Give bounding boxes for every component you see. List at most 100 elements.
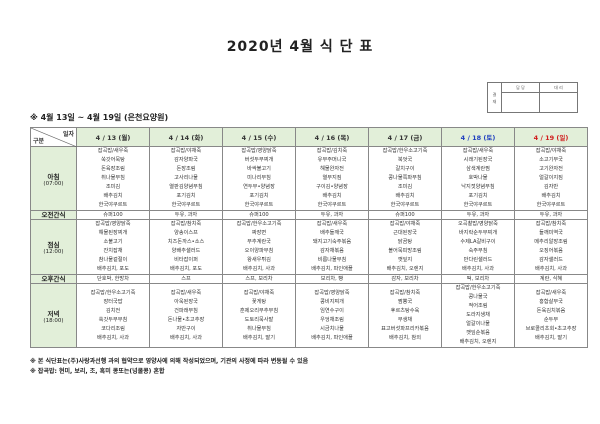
- menu-item: 잡곡밥/영양닭죽: [95, 221, 131, 227]
- menu-item: 배추김치, 포도: [170, 266, 202, 272]
- menu-item: 배추김치, 딸기: [535, 334, 567, 341]
- menu-item: 미나리무침: [247, 175, 271, 181]
- menu-cell: 잡곡밥/새우죽 아욱된장국 건파래무침 돈나물•초고추장 자반구이 배추김치, 사과: [149, 283, 223, 348]
- menu-item: 조미김: [105, 184, 121, 190]
- menu-cell: 잡곡밥/영양닭죽 해물된장찌개 소불고기 잔치잡채 참나물겉절이 배추김치, 포도: [76, 219, 150, 275]
- menu-item: 오곡찰밥/영양닭죽: [458, 221, 498, 227]
- approval-box: 결 재 담 당 대 리: [487, 82, 578, 113]
- approval-col-deputy: 대 리: [539, 82, 578, 93]
- menu-item: 열무지짐: [322, 175, 342, 181]
- meal-time: (18:00): [43, 317, 64, 324]
- menu-item: 배추들깨국: [320, 230, 344, 236]
- menu-item: 한국야쿠르트: [536, 202, 566, 208]
- menu-item: 돈육김치볶음: [536, 307, 566, 314]
- menu-cell: 슈퍼100: [222, 210, 296, 220]
- menu-item: 도토리묵사발: [244, 316, 274, 323]
- menu-cell: 계란, 식혜: [514, 274, 588, 284]
- menu-item: 버섯두부찌개: [244, 157, 274, 163]
- menu-item: 잡곡밥/새우죽: [170, 289, 202, 296]
- meal-time: (07:00): [43, 180, 64, 187]
- menu-item: 잡곡밥/야채죽: [535, 148, 567, 154]
- menu-item: 배추김치, 사과: [462, 266, 494, 272]
- menu-item: 삼색계란찜: [466, 166, 490, 172]
- menu-cell: 잡곡밥/야채죽 감자양파국 돈장조림 고사리나물 열판김양념무침 포기김치 한국야쿠르트: [149, 146, 223, 211]
- menu-item: 고기완자전: [539, 166, 563, 172]
- note-2: ※ 잡곡밥: 현미, 보리, 조, 흑미 콩또는(넝쿨콩) 혼합: [30, 368, 165, 375]
- menu-item: 건파래무침: [174, 307, 198, 314]
- menu-item: 배추김치, 파인애플: [311, 334, 353, 341]
- menu-cell: 슈퍼100: [368, 210, 442, 220]
- menu-item: 시래기된장국: [463, 157, 493, 163]
- menu-item: 비타잡이퍼: [174, 257, 198, 263]
- menu-cell: 잡곡밥/참치죽 양송이스프 치즈돈까스•소스 양배추샐러드 비타잡이퍼 배추김치, 포도: [149, 219, 223, 275]
- menu-cell: 감자, 보리차: [368, 274, 442, 284]
- menu-item: 콩비지찌개: [320, 298, 344, 305]
- menu-item: 열판김양념무침: [169, 184, 203, 190]
- menu-item: 잡곡밥/영양닭죽: [314, 289, 350, 296]
- menu-item: 감자샐러드: [539, 257, 563, 263]
- meal-name: 아침: [47, 172, 60, 181]
- menu-item: 깻잎순볶음: [466, 330, 490, 336]
- menu-item: 연두부•양념장: [243, 184, 275, 190]
- meal-label: 오전간식: [30, 210, 77, 220]
- meal-name: 점심: [47, 241, 60, 249]
- menu-cell: 잡곡밥/영양닭죽 버섯두부찌개 바싹불고기 미나리무침 연두부•양념장 포기김치 한국야쿠르…: [222, 146, 296, 211]
- menu-item: 시금치나물: [320, 325, 344, 332]
- menu-item: 잡곡밥/한우소고기죽: [90, 289, 136, 296]
- approval-sign-deputy[interactable]: [539, 92, 578, 113]
- menu-item: 짬뽕국: [397, 298, 413, 305]
- approval-label: 결 재: [487, 82, 502, 113]
- menu-cell: 두유, 과자: [149, 210, 223, 220]
- menu-item: 도라지생채: [466, 312, 490, 318]
- menu-item: 무생채: [397, 316, 413, 323]
- menu-item: 북엇국: [397, 157, 413, 163]
- menu-item: 조미김: [397, 184, 413, 190]
- menu-item: 잡곡밥/새우죽: [462, 148, 494, 154]
- menu-item: 닭곰탕: [397, 239, 413, 245]
- menu-cell: 슈퍼100: [76, 210, 150, 220]
- menu-item: 갈치구이: [395, 166, 415, 172]
- menu-item: 낙지젓양념무침: [461, 184, 495, 190]
- menu-cell: 두유, 과자: [514, 210, 588, 220]
- approval-sign-manager[interactable]: [501, 92, 540, 113]
- diagonal-line: [31, 128, 77, 147]
- menu-item: 얼갈이지짐: [539, 175, 563, 181]
- day-header: 4 / 18 (토): [441, 127, 515, 147]
- menu-item: 배추김치, 사과: [97, 334, 129, 341]
- menu-item: 잡곡밥/야채죽: [243, 289, 275, 296]
- menu-item: 배추김치: [322, 193, 342, 199]
- meal-row: 오전간식 슈퍼100 두유, 과자 슈퍼100 두유, 과자 슈퍼100 두유, 과자 두유,…: [30, 210, 588, 220]
- menu-item: 포기김치: [176, 193, 196, 199]
- menu-item: 아욱된장국: [174, 298, 198, 305]
- menu-item: 꽃게탕: [251, 298, 267, 305]
- menu-cell: 잡곡밥/야채죽 꽃게탕 훈제오리부추무침 도토리묵사발 취나물무침 배추김치, 딸기: [222, 283, 296, 348]
- menu-item: 메추리알장조림: [534, 239, 568, 245]
- menu-item: 표고버섯파프리카볶음: [381, 325, 429, 332]
- menu-item: 순두부: [543, 316, 559, 323]
- menu-item: 잡곡밥/김치죽: [316, 148, 348, 154]
- menu-item: 한국야쿠르트: [171, 202, 201, 208]
- menu-cell: 잡곡밥/참치죽 들깨미역국 메추리알장조림 오징어볶음 감자샐러드 배추김치, 사과: [514, 219, 588, 275]
- menu-item: 우엉채조림: [320, 316, 344, 323]
- menu-item: 콩나물쪽파무침: [388, 175, 422, 181]
- menu-item: 감자양파국: [174, 157, 198, 163]
- menu-cell: 잡곡밥/한우소고기죽 장터국밥 김치전 쑥갓두부무침 코다리조림 배추김치, 사과: [76, 283, 150, 348]
- menu-item: 잡곡밥/한우소고기죽: [455, 285, 501, 291]
- menu-cell: 스프: [149, 274, 223, 284]
- meal-table: 일자 구분 4 / 13 (월) 4 / 14 (화) 4 / 15 (수) 4 / …: [30, 127, 588, 348]
- menu-cell: 잡곡밥/한우소고기죽 짜장면 부추계란국 오이양파무침 왕새우튀김 배추김치, 사과: [222, 219, 296, 275]
- menu-item: 소고기무국: [539, 157, 563, 163]
- menu-item: 배추김치, 오렌지: [386, 266, 424, 272]
- menu-item: 배추김치, 사과: [243, 266, 275, 272]
- meal-label: 점심 (12:00): [30, 219, 77, 275]
- menu-item: 한국야쿠르트: [463, 202, 493, 208]
- menu-cell: 잡곡밥/한우소고기죽 북엇국 갈치구이 콩나물쪽파무침 조미김 배추김치 한국야쿠르트: [368, 146, 442, 211]
- menu-item: 돈나물•초고추장: [167, 316, 205, 323]
- menu-item: 잡곡밥/야채죽: [389, 221, 421, 227]
- menu-item: 돈장조림: [176, 166, 196, 172]
- day-header: 4 / 16 (목): [295, 127, 369, 147]
- menu-item: 부추계란국: [247, 239, 271, 245]
- week-subtitle: ※ 4월 13일 ~ 4월 19일 (은천요양원): [30, 113, 169, 122]
- menu-item: 잡곡밥/한우소고기죽: [236, 221, 282, 227]
- menu-item: 잡곡밥/참치죽: [535, 221, 567, 227]
